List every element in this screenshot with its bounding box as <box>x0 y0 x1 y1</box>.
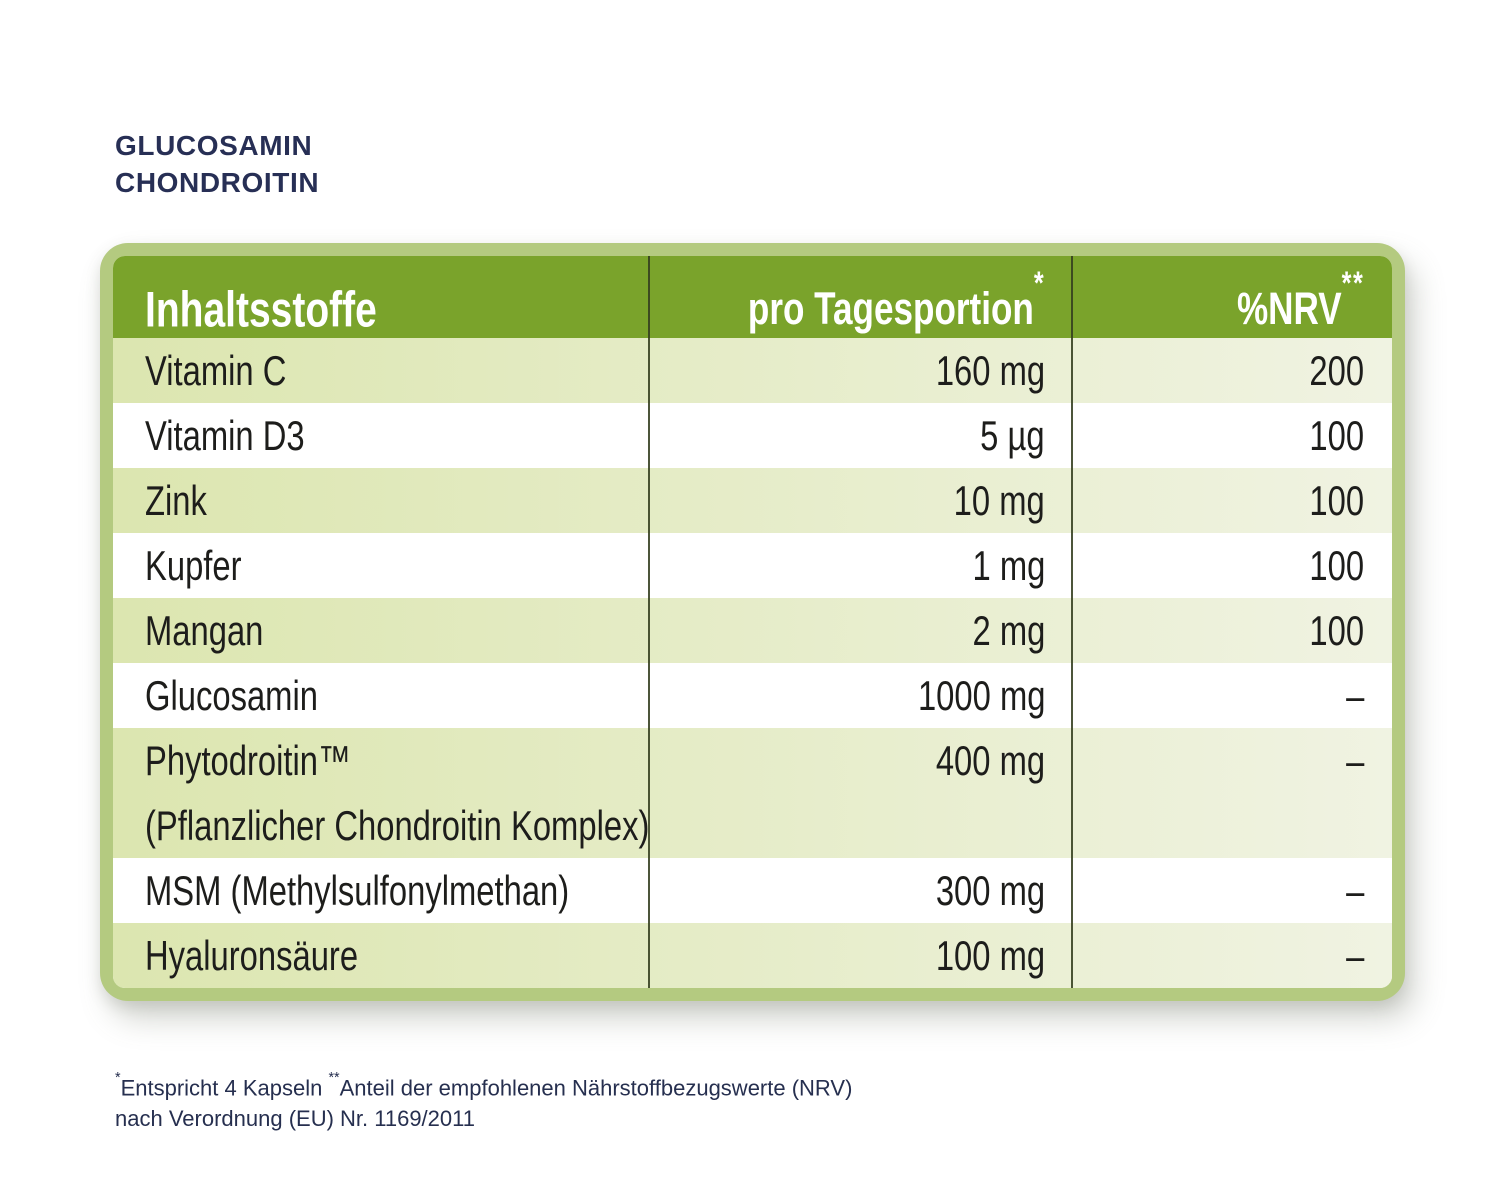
table-row: Vitamin D3 5 µg 100 <box>113 403 1392 468</box>
nrv-cell: 100 <box>1071 533 1392 598</box>
nrv-value: – <box>1345 932 1364 979</box>
table-header-row: Inhaltsstoffe pro Tagesportion* %NRV** <box>113 256 1392 338</box>
ingredient-cell: Zink <box>113 468 648 533</box>
ingredient-cell: Vitamin C <box>113 338 648 403</box>
amount-cell: 1000 mg <box>648 663 1071 728</box>
table-row: Hyaluronsäure 100 mg – <box>113 923 1392 988</box>
column-header-inhaltsstoffe: Inhaltsstoffe <box>113 256 648 338</box>
nutrition-table: Inhaltsstoffe pro Tagesportion* %NRV** V… <box>100 243 1405 1001</box>
table-row: Glucosamin 1000 mg – <box>113 663 1392 728</box>
amount-cell: 1 mg <box>648 533 1071 598</box>
ingredient-name: Vitamin D3 <box>145 412 305 459</box>
column-header-asterisk: * <box>1033 265 1045 302</box>
ingredient-cell: Vitamin D3 <box>113 403 648 468</box>
nrv-cell: 100 <box>1071 403 1392 468</box>
column-header-asterisk: ** <box>1341 265 1364 302</box>
table-row: Mangan 2 mg 100 <box>113 598 1392 663</box>
ingredient-name: Kupfer <box>145 542 242 589</box>
ingredient-cell: Glucosamin <box>113 663 648 728</box>
amount-cell: 160 mg <box>648 338 1071 403</box>
nrv-value: – <box>1345 737 1364 784</box>
footnote-line2: nach Verordnung (EU) Nr. 1169/2011 <box>115 1106 475 1132</box>
column-header-tagesportion: pro Tagesportion* <box>648 256 1071 338</box>
ingredient-cell: Kupfer <box>113 533 648 598</box>
ingredient-name: MSM (Methylsulfonylmethan) <box>145 867 570 914</box>
amount-value: 1 mg <box>972 542 1045 589</box>
amount-cell: 10 mg <box>648 468 1071 533</box>
nrv-value: 200 <box>1309 347 1364 394</box>
ingredient-name: Vitamin C <box>145 347 287 394</box>
amount-value: 160 mg <box>935 347 1045 394</box>
table-row: MSM (Methylsulfonylmethan) 300 mg – <box>113 858 1392 923</box>
column-header-label: Inhaltsstoffe <box>145 281 377 338</box>
footnote-line1: *Entspricht 4 Kapseln **Anteil der empfo… <box>115 1068 852 1103</box>
nutrition-table-inner: Inhaltsstoffe pro Tagesportion* %NRV** V… <box>113 256 1392 988</box>
amount-value: 100 mg <box>935 932 1045 979</box>
ingredient-cell: Hyaluronsäure <box>113 923 648 988</box>
ingredient-name: Glucosamin <box>145 672 318 719</box>
amount-cell: 100 mg <box>648 923 1071 988</box>
footnote-asterisk-1: * <box>115 1070 121 1086</box>
amount-value: 10 mg <box>953 477 1045 524</box>
nrv-cell: – <box>1071 728 1392 858</box>
nrv-cell: 200 <box>1071 338 1392 403</box>
table-row: Phytodroitin™ (Pflanzlicher Chondroitin K… <box>113 728 1392 858</box>
nrv-value: 100 <box>1309 412 1364 459</box>
column-header-label: pro Tagesportion <box>747 283 1034 334</box>
amount-cell: 2 mg <box>648 598 1071 663</box>
amount-value: 400 mg <box>935 737 1045 784</box>
nrv-cell: 100 <box>1071 598 1392 663</box>
amount-cell: 400 mg <box>648 728 1071 858</box>
amount-cell: 300 mg <box>648 858 1071 923</box>
ingredient-subname: (Pflanzlicher Chondroitin Komplex) <box>145 802 650 849</box>
amount-value: 2 mg <box>972 607 1045 654</box>
ingredient-cell: Mangan <box>113 598 648 663</box>
amount-value: 5 µg <box>980 412 1045 459</box>
nrv-value: 100 <box>1309 477 1364 524</box>
ingredient-name: Mangan <box>145 607 264 654</box>
ingredient-name: Zink <box>145 477 207 524</box>
column-divider-2 <box>1071 256 1073 988</box>
column-header-label: %NRV <box>1236 283 1342 334</box>
nrv-value: – <box>1345 867 1364 914</box>
table-row: Kupfer 1 mg 100 <box>113 533 1392 598</box>
product-title-line2: CHONDROITIN <box>115 167 320 198</box>
table-body: Vitamin C 160 mg 200 Vitamin D3 5 µg 100 Zink 1… <box>113 338 1392 988</box>
column-divider-1 <box>648 256 650 988</box>
footnote-asterisk-2: ** <box>328 1070 340 1086</box>
product-title-line1: GLUCOSAMIN <box>115 130 313 161</box>
nrv-cell: – <box>1071 923 1392 988</box>
nrv-cell: – <box>1071 858 1392 923</box>
column-header-nrv: %NRV** <box>1071 256 1392 338</box>
nrv-value: – <box>1345 672 1364 719</box>
amount-value: 1000 mg <box>917 672 1045 719</box>
ingredient-name: Phytodroitin™ <box>145 737 351 784</box>
nrv-value: 100 <box>1309 542 1364 589</box>
nrv-cell: 100 <box>1071 468 1392 533</box>
nrv-value: 100 <box>1309 607 1364 654</box>
footnote: *Entspricht 4 Kapseln **Anteil der empfo… <box>115 1068 852 1134</box>
footnote-text-1: Entspricht 4 Kapseln <box>120 1075 329 1101</box>
amount-value: 300 mg <box>935 867 1045 914</box>
nrv-cell: – <box>1071 663 1392 728</box>
table-row: Vitamin C 160 mg 200 <box>113 338 1392 403</box>
ingredient-cell: Phytodroitin™ (Pflanzlicher Chondroitin K… <box>113 728 650 858</box>
footnote-text-2: Anteil der empfohlenen Nährstoffbezugswe… <box>339 1075 853 1101</box>
table-row: Zink 10 mg 100 <box>113 468 1392 533</box>
ingredient-cell: MSM (Methylsulfonylmethan) <box>113 858 648 923</box>
amount-cell: 5 µg <box>648 403 1071 468</box>
ingredient-name: Hyaluronsäure <box>145 932 359 979</box>
product-title: GLUCOSAMIN CHONDROITIN <box>115 127 319 201</box>
